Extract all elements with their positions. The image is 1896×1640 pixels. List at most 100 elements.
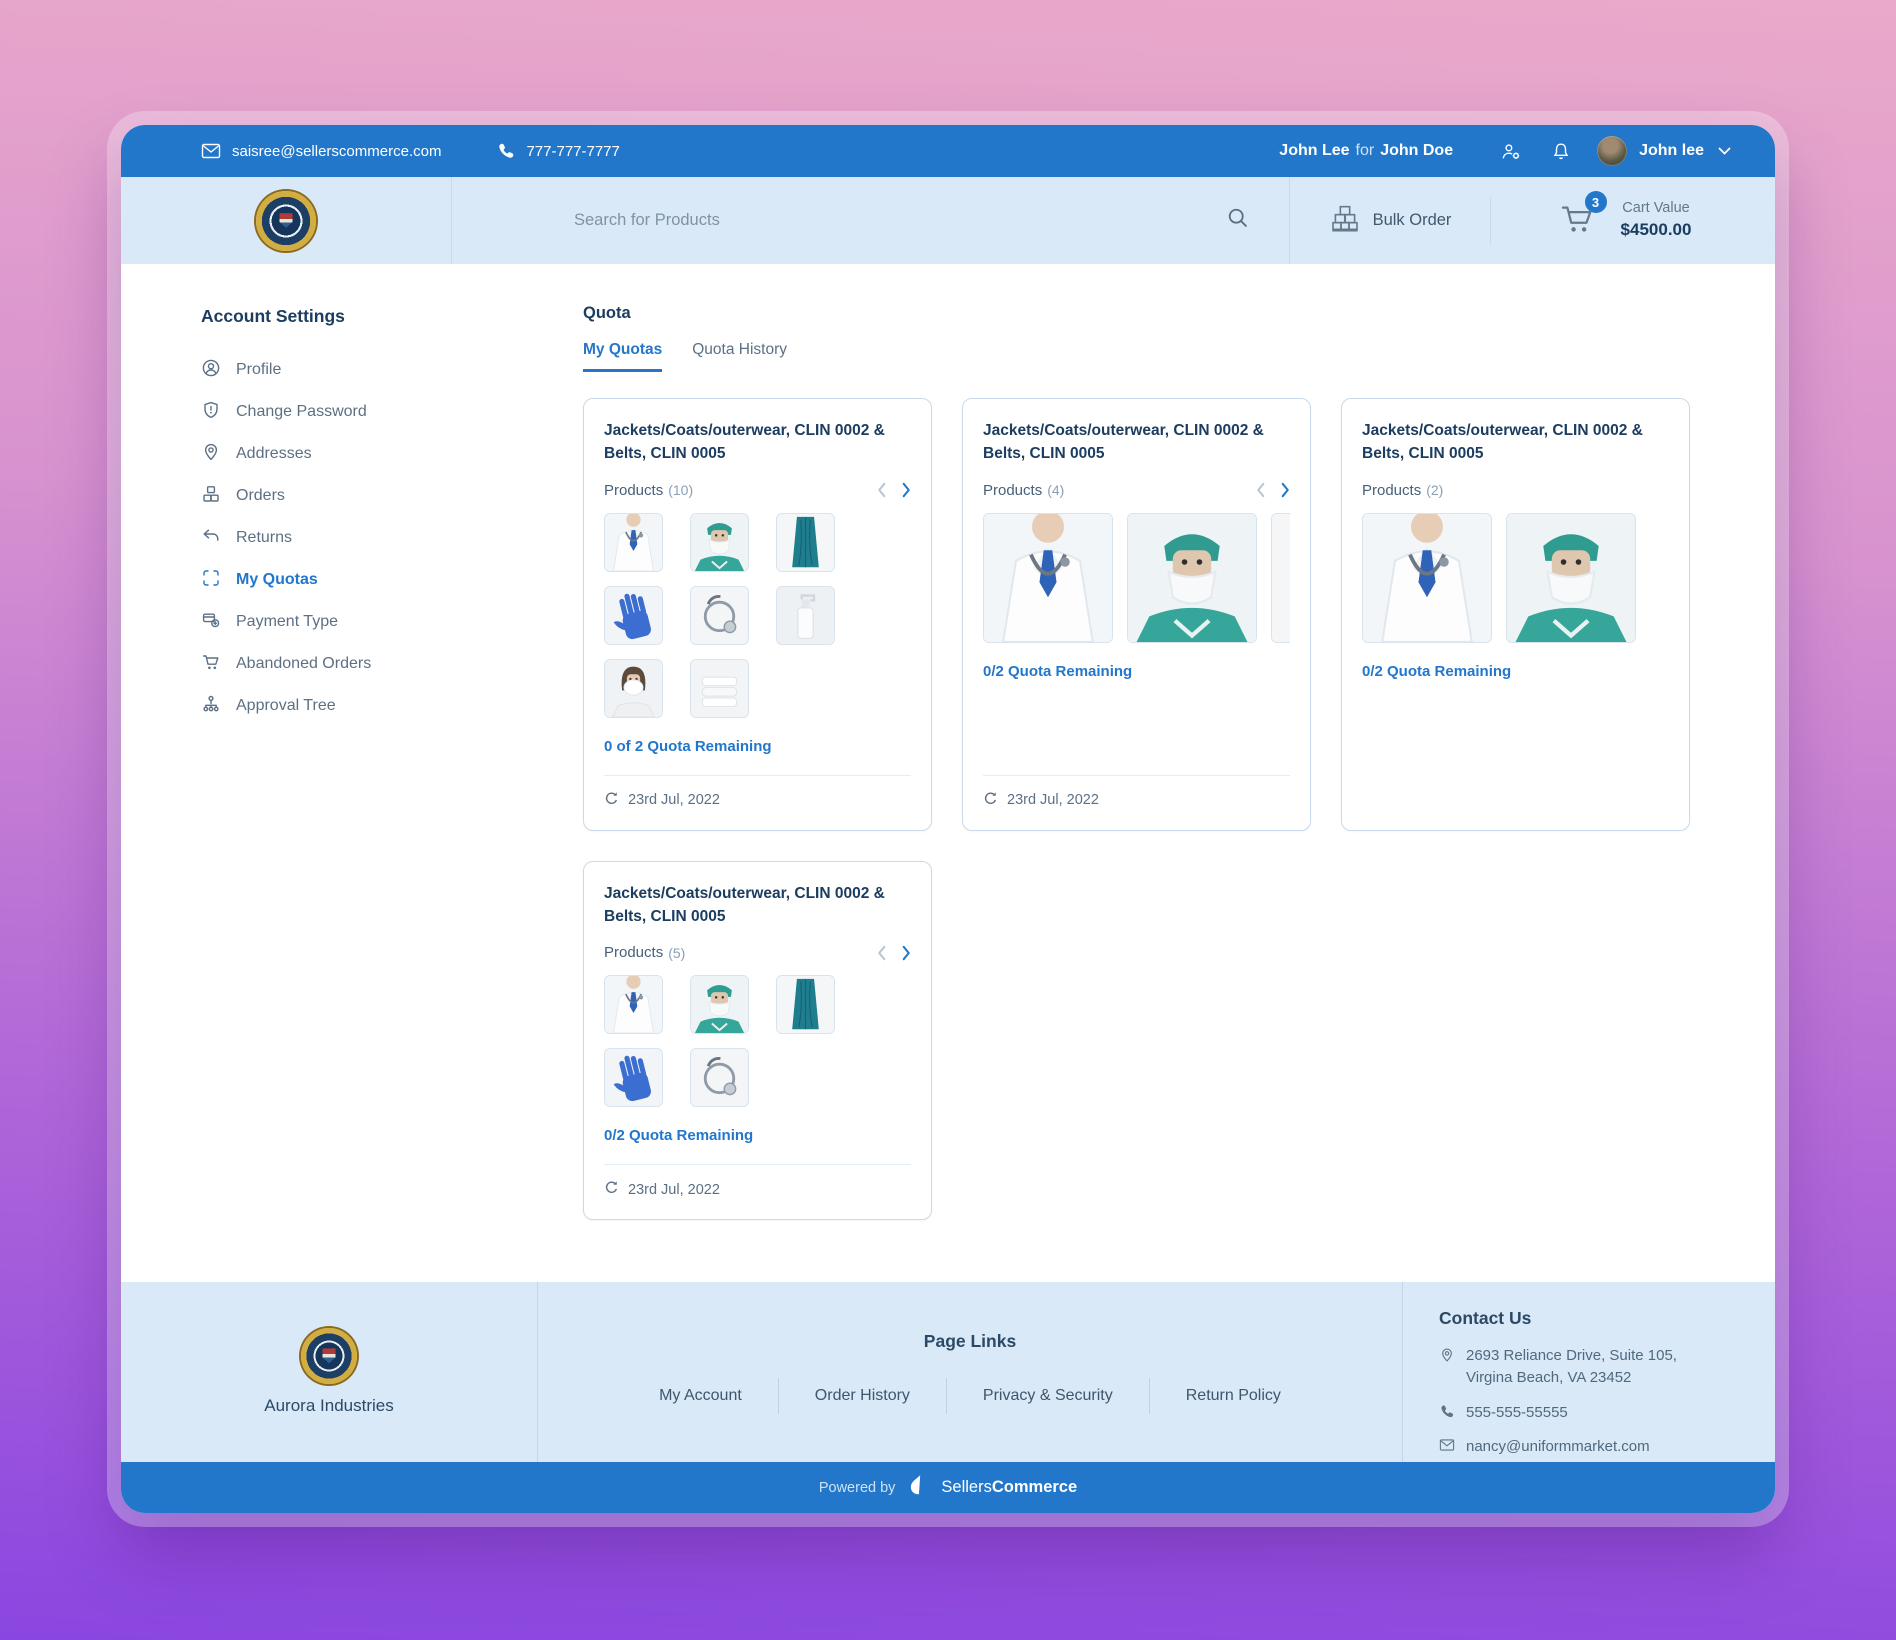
user-settings-icon[interactable] — [1501, 142, 1521, 161]
carousel-prev-icon[interactable] — [877, 482, 886, 498]
product-thumbnail-blue-glove[interactable] — [604, 1048, 663, 1107]
product-thumbnails — [1362, 512, 1669, 643]
chevron-down-icon[interactable] — [1718, 147, 1731, 156]
product-thumbnail-soap-dispenser[interactable] — [776, 585, 835, 645]
product-thumbnail-surgeon-mask[interactable] — [1506, 512, 1636, 643]
cart-value-amount: $4500.00 — [1620, 219, 1692, 239]
products-label: Products — [604, 481, 664, 499]
top-utility-bar: saisree@sellerscommerce.com 777-777-7777… — [121, 125, 1775, 177]
store-logo[interactable] — [256, 190, 316, 251]
refresh-icon — [604, 1180, 619, 1199]
quota-remaining-link[interactable]: 0/2 Quota Remaining — [1362, 662, 1512, 680]
carousel-next-icon[interactable] — [902, 945, 911, 961]
product-thumbnail-surgeon-mask[interactable] — [690, 512, 749, 572]
location-pin-icon — [1442, 1348, 1452, 1362]
payment-icon — [201, 610, 221, 635]
current-username[interactable]: John lee — [1639, 142, 1704, 159]
sidebar-item-abandoned-orders[interactable]: Abandoned Orders — [201, 643, 583, 685]
quota-renewal-date: 23rd Jul, 2022 — [604, 1180, 911, 1199]
store-phone[interactable]: 777-777-7777 — [497, 142, 620, 160]
sidebar-item-label: Orders — [236, 487, 285, 504]
footer-link-order-history[interactable]: Order History — [814, 1386, 910, 1404]
product-thumbnail-teal-scrubs[interactable] — [776, 512, 835, 572]
contact-phone[interactable]: 555-555-55555 — [1439, 1402, 1745, 1424]
product-thumbnail-teal-scrubs[interactable] — [776, 975, 835, 1034]
products-count: (10) — [668, 482, 694, 498]
product-thumbnail-doctor-coat[interactable] — [604, 512, 663, 572]
sidebar-item-change-password[interactable]: Change Password — [201, 391, 583, 433]
card-divider — [983, 774, 1290, 776]
quota-date-text: 23rd Jul, 2022 — [1007, 792, 1099, 808]
product-thumbnail-stethoscope[interactable] — [690, 585, 749, 645]
sidebar-item-profile[interactable]: Profile — [201, 349, 583, 391]
card-footer: 23rd Jul, 2022 — [604, 755, 911, 810]
contact-address: 2693 Reliance Drive, Suite 105, Virgina B… — [1439, 1345, 1745, 1389]
sellerscommerce-logo-icon — [907, 1473, 929, 1502]
carousel-prev-icon[interactable] — [1256, 482, 1265, 498]
sidebar-item-returns[interactable]: Returns — [201, 517, 583, 559]
product-thumbnail-masked-nurse[interactable] — [604, 658, 663, 718]
notifications-bell-icon[interactable] — [1551, 142, 1571, 161]
boxes-icon — [201, 484, 221, 509]
tab-my-quotas[interactable]: My Quotas — [583, 341, 663, 372]
products-row: Products (2) — [1362, 482, 1669, 499]
footer-contact-column: Contact Us 2693 Reliance Drive, Suite 10… — [1403, 1282, 1775, 1462]
store-email[interactable]: saisree@sellerscommerce.com — [201, 142, 441, 160]
sidebar-item-payment-type[interactable]: Payment Type — [201, 601, 583, 643]
phone-icon — [1441, 1404, 1454, 1417]
sidebar-item-orders[interactable]: Orders — [201, 475, 583, 517]
mail-icon — [1439, 1439, 1455, 1451]
product-thumbnail-teal-scrubs[interactable] — [1271, 512, 1290, 643]
product-thumbnail-folded-towels[interactable] — [690, 658, 749, 718]
footer-link-my-account[interactable]: My Account — [659, 1386, 742, 1404]
products-label: Products — [1362, 481, 1422, 499]
sidebar-title: Account Settings — [201, 306, 345, 326]
search-icon[interactable] — [1227, 207, 1249, 234]
product-thumbnail-stethoscope[interactable] — [690, 1048, 749, 1107]
product-thumbnail-surgeon-mask[interactable] — [690, 975, 749, 1034]
footer-link-separator — [1148, 1377, 1150, 1414]
sidebar-item-approval-tree[interactable]: Approval Tree — [201, 685, 583, 727]
sidebar-item-label: Change Password — [236, 403, 367, 420]
sidebar-item-label: Abandoned Orders — [236, 655, 372, 672]
contact-email[interactable]: nancy@uniformmarket.com — [1439, 1436, 1745, 1458]
tab-quota-history[interactable]: Quota History — [692, 341, 787, 358]
quota-card-title: Jackets/Coats/outerwear, CLIN 0002 & Bel… — [604, 884, 885, 925]
product-thumbnail-doctor-coat[interactable] — [604, 975, 663, 1034]
cart-icon — [201, 652, 221, 677]
carousel-next-icon[interactable] — [1281, 482, 1290, 498]
sidebar-item-label: Returns — [236, 529, 293, 546]
card-footer: 23rd Jul, 2022 — [604, 1144, 911, 1199]
org-tree-icon — [201, 694, 221, 719]
bulk-order-label: Bulk Order — [1372, 211, 1452, 229]
sidebar-item-my-quotas[interactable]: My Quotas — [201, 559, 583, 601]
search-input[interactable] — [572, 210, 1207, 231]
card-divider — [604, 774, 911, 776]
cart-button[interactable]: 3 — [1559, 191, 1607, 240]
quota-remaining-link[interactable]: 0 of 2 Quota Remaining — [604, 737, 772, 755]
user-avatar[interactable] — [1597, 136, 1628, 166]
quota-brackets-icon — [201, 568, 221, 593]
footer-link-separator — [777, 1377, 779, 1414]
carousel-next-icon[interactable] — [902, 482, 911, 498]
quota-remaining-link[interactable]: 0/2 Quota Remaining — [604, 1127, 754, 1144]
company-name: Aurora Industries — [264, 1396, 394, 1415]
footer-link-return-policy[interactable]: Return Policy — [1185, 1386, 1281, 1404]
sidebar-item-addresses[interactable]: Addresses — [201, 433, 583, 475]
products-count: (5) — [668, 944, 686, 961]
quota-remaining-link[interactable]: 0/2 Quota Remaining — [983, 662, 1133, 680]
footer-link-privacy-security[interactable]: Privacy & Security — [982, 1386, 1113, 1404]
impersonating-user: John Lee — [1279, 142, 1350, 159]
product-thumbnail-doctor-coat[interactable] — [983, 512, 1113, 643]
page-title: Quota — [583, 304, 631, 322]
footer-company-column: Aurora Industries — [121, 1282, 538, 1462]
quota-date-text: 23rd Jul, 2022 — [628, 1181, 720, 1198]
carousel-prev-icon[interactable] — [877, 945, 886, 961]
header-divider — [1490, 196, 1491, 245]
bulk-order-button[interactable]: Bulk Order — [1290, 177, 1490, 264]
product-thumbnail-blue-glove[interactable] — [604, 585, 663, 645]
quota-main: Quota My Quotas Quota History Jackets/Co… — [583, 264, 1775, 1282]
product-thumbnail-surgeon-mask[interactable] — [1127, 512, 1257, 643]
footer-logo — [301, 1328, 357, 1384]
product-thumbnail-doctor-coat[interactable] — [1362, 512, 1492, 643]
